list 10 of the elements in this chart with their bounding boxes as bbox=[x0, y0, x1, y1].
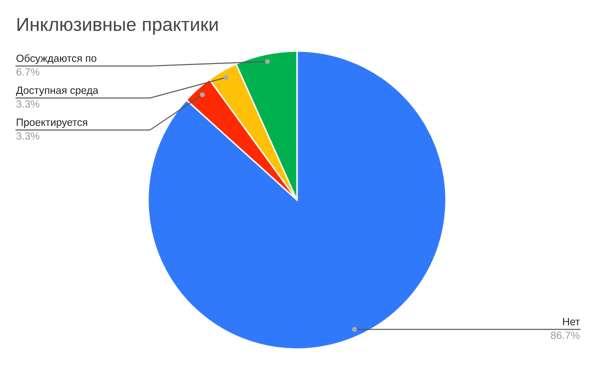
data-label: 6.7% bbox=[16, 68, 40, 76]
slice-label: Обсуждаются по bbox=[16, 54, 96, 64]
pie-slice bbox=[147, 50, 447, 350]
slice-label: Доступная среда bbox=[16, 86, 98, 96]
slice-label: Проектируется bbox=[16, 118, 88, 128]
slice-label: Нет bbox=[563, 318, 580, 326]
data-label: 3.3% bbox=[16, 100, 40, 108]
data-label: 86.7% bbox=[550, 332, 580, 340]
chart-title: Инклюзивные практики bbox=[18, 18, 218, 35]
data-label: 3.3% bbox=[16, 132, 40, 140]
